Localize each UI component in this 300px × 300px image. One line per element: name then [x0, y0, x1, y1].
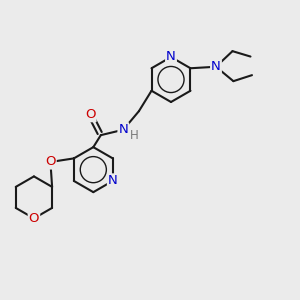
Text: O: O: [29, 212, 39, 225]
Text: H: H: [129, 129, 138, 142]
Text: N: N: [166, 50, 176, 64]
Text: O: O: [85, 108, 96, 121]
Text: N: N: [211, 60, 221, 73]
Text: O: O: [45, 155, 56, 169]
Text: N: N: [118, 123, 128, 136]
Text: N: N: [108, 174, 118, 188]
